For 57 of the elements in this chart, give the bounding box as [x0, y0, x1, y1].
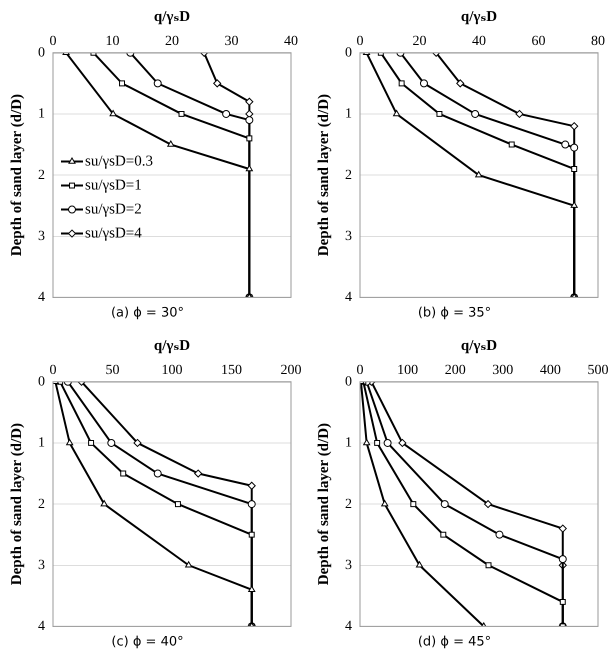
x-tick-label: 50: [106, 363, 120, 378]
y-tick-label: 1: [345, 106, 352, 122]
x-tick-label: 150: [221, 363, 242, 378]
x-tick-label: 60: [532, 34, 546, 50]
legend-label: su/γsD=0.3: [85, 153, 154, 170]
y-axis-title: Depth of sand layer (d/D): [8, 94, 25, 256]
x-axis-title: q/γₛD: [154, 8, 190, 25]
text: (c) ϕ = 40°: [111, 634, 184, 650]
x-tick-label: 200: [280, 363, 302, 378]
y-tick-label: 1: [345, 436, 352, 451]
y-tick-label: 4: [345, 290, 352, 306]
y-axis-title: Depth of sand layer (d/D): [8, 422, 25, 586]
y-tick-label: 2: [345, 168, 352, 183]
y-tick-label: 3: [38, 558, 45, 573]
x-tick-label: 30: [224, 34, 238, 50]
x-tick-label: 100: [397, 363, 418, 378]
x-tick-label: 300: [492, 363, 514, 378]
x-tick-label: 10: [106, 34, 120, 50]
legend-label: su/γsD=1: [85, 177, 142, 194]
y-tick-label: 2: [345, 496, 352, 512]
y-tick-label: 2: [38, 168, 45, 183]
x-tick-label: 0: [50, 34, 56, 50]
x-tick-label: 40: [472, 34, 486, 50]
text: (b) ϕ = 35°: [418, 306, 492, 321]
x-tick-label: 0: [356, 363, 364, 378]
x-tick-label: 20: [165, 34, 179, 50]
x-tick-label: 200: [444, 363, 466, 378]
x-axis-title: q/γₛD: [460, 8, 498, 25]
y-tick-label: 4: [38, 619, 45, 634]
y-tick-label: 2: [38, 496, 45, 512]
y-tick-label: 4: [345, 619, 352, 634]
legend-label: su/γsD=2: [85, 201, 142, 218]
y-tick-label: 0: [345, 374, 352, 390]
legend-label: su/γsD=4: [85, 225, 142, 242]
y-tick-label: 0: [345, 45, 352, 60]
text: (d) ϕ = 45°: [418, 634, 492, 650]
y-tick-label: 1: [38, 436, 45, 451]
y-tick-label: 3: [38, 228, 45, 244]
y-tick-label: 4: [38, 290, 45, 306]
x-tick-label: 0: [356, 34, 364, 50]
x-tick-label: 400: [540, 363, 561, 378]
y-axis-title: Depth of sand layer (d/D): [316, 422, 332, 586]
y-tick-label: 1: [38, 106, 45, 122]
x-tick-label: 80: [591, 34, 605, 50]
y-tick-label: 3: [345, 558, 352, 573]
x-tick-label: 0: [50, 363, 56, 378]
y-tick-label: 3: [345, 228, 352, 244]
x-tick-label: 20: [412, 34, 426, 50]
x-tick-label: 100: [162, 363, 182, 378]
text: (a) ϕ = 30°: [110, 306, 184, 321]
x-axis-title: q/γₛD: [154, 338, 190, 354]
x-tick-label: 500: [588, 363, 608, 378]
y-axis-title: Depth of sand layer (d/D): [316, 94, 332, 256]
x-axis-title: q/γₛD: [460, 338, 498, 354]
x-tick-label: 40: [284, 34, 298, 50]
y-tick-label: 0: [38, 374, 45, 390]
y-tick-label: 0: [38, 45, 45, 60]
